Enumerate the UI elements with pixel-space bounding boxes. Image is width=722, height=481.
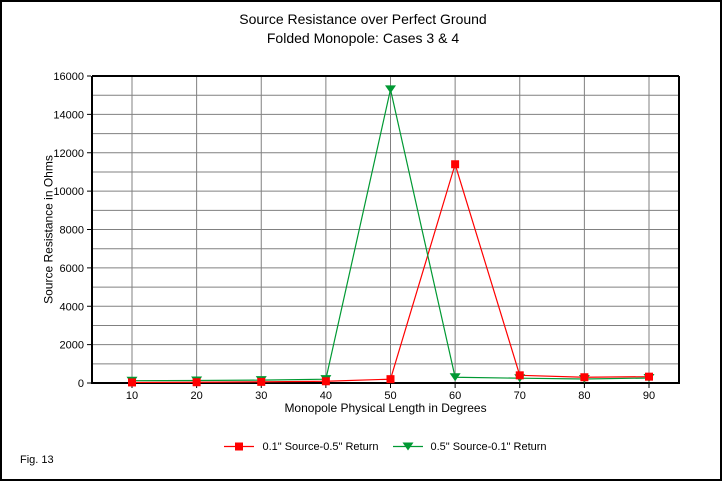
data-point-marker [386,375,395,384]
data-point-marker [645,372,653,381]
y-tick-label: 8000 [60,225,84,237]
x-tick-label: 50 [384,390,396,402]
legend-square-marker-icon [224,442,255,451]
x-tick-label: 30 [255,390,267,402]
y-tick-label: 6000 [60,263,84,275]
legend-label-1: 0.5" Source-0.1" Return [430,440,547,453]
chart-title-line2: Folded Monopole: Cases 3 & 4 [266,30,460,46]
x-axis-title: Monopole Physical Length in Degrees [284,401,487,415]
x-tick-label: 80 [578,390,590,402]
data-point-marker [451,160,460,169]
x-tick-label: 90 [643,390,655,402]
data-point-marker [580,373,589,382]
x-tick-label: 70 [514,390,526,402]
y-axis-title: Source Resistance in Ohms [41,155,56,304]
y-tick-label: 16000 [53,71,84,83]
figure-number-label: Fig. 13 [20,454,54,466]
legend-triangle-marker-icon [392,442,423,451]
data-point-marker [257,377,266,386]
y-tick-label: 0 [78,378,84,390]
y-tick-label: 2000 [60,340,84,352]
legend: 0.1" Source-0.5" Return 0.5" Source-0.1" … [92,440,679,453]
data-point-marker [449,373,461,382]
legend-item-1: 0.5" Source-0.1" Return [392,440,547,453]
chart-title-line1: Source Resistance over Perfect Ground [239,11,487,27]
data-point-marker [515,371,524,380]
y-tick-label: 4000 [60,301,84,313]
data-point-marker [321,377,330,386]
legend-label-0: 0.1" Source-0.5" Return [262,440,379,453]
data-point-marker [128,378,136,387]
x-tick-label: 10 [126,390,138,402]
data-point-marker [192,378,201,387]
data-point-marker [385,85,396,94]
x-tick-label: 40 [320,390,332,402]
x-tick-label: 60 [449,390,461,402]
legend-item-0: 0.1" Source-0.5" Return [224,440,379,453]
x-tick-label: 20 [191,390,203,402]
y-tick-label: 10000 [53,186,84,198]
y-tick-label: 12000 [53,148,84,160]
y-tick-label: 14000 [53,109,84,121]
chart-title: Source Resistance over Perfect Ground Fo… [2,10,720,48]
